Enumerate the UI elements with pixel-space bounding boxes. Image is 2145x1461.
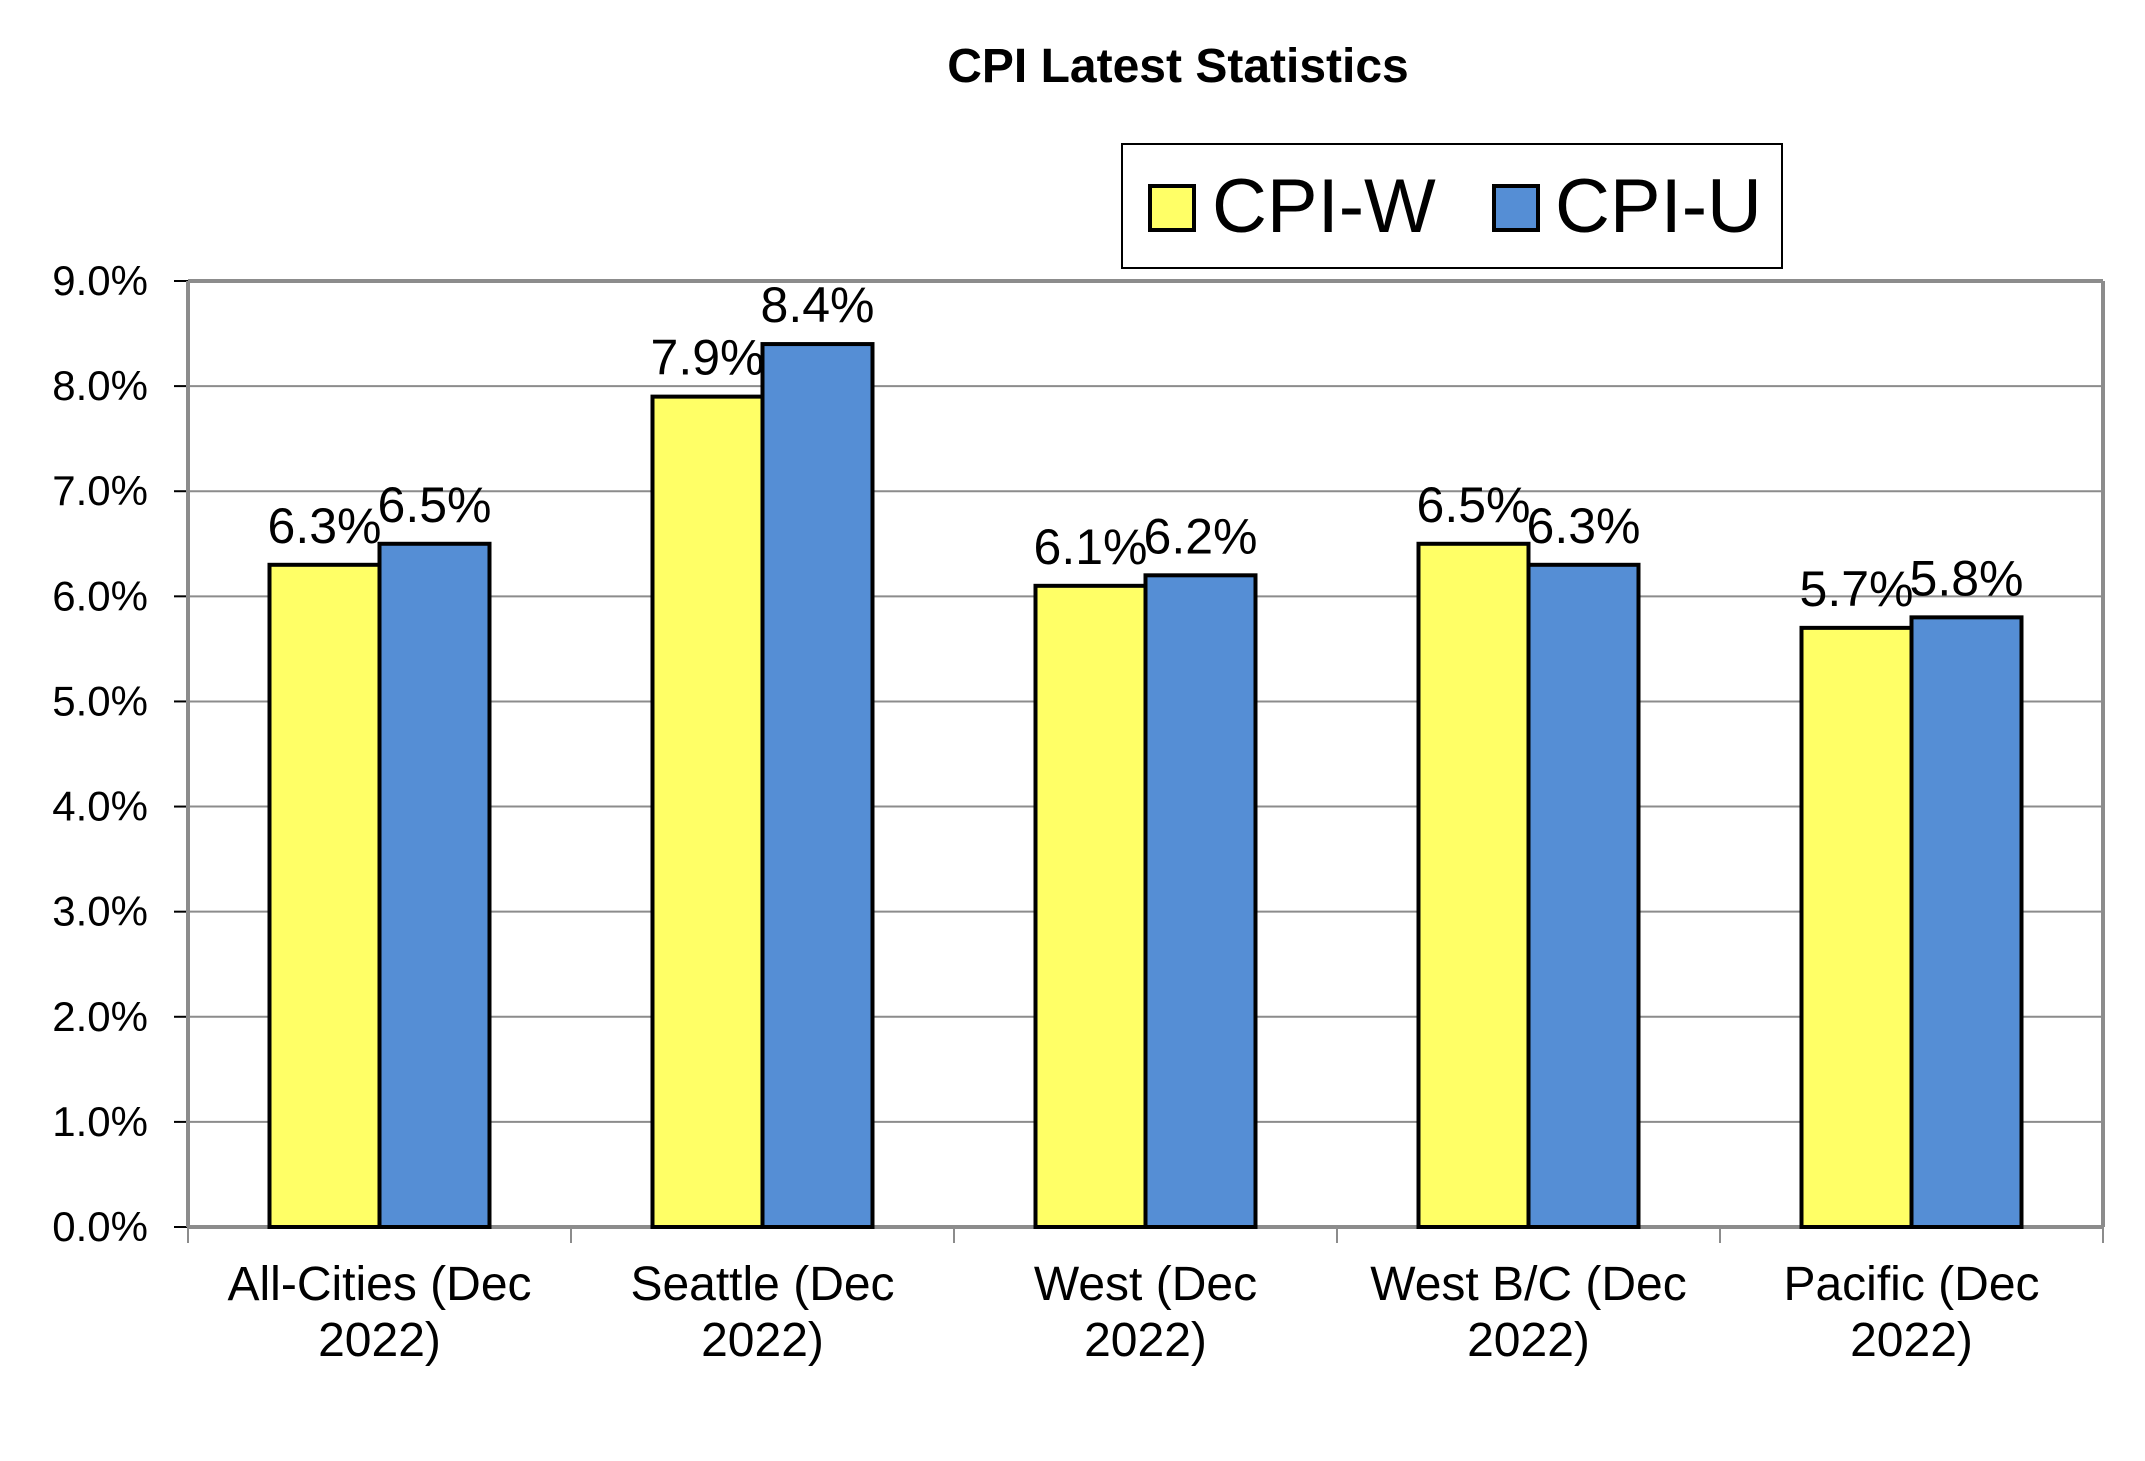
legend-box	[1121, 143, 1783, 269]
bar-cpi-w	[1799, 625, 1914, 1229]
x-category-label: All-Cities (Dec	[227, 1258, 531, 1311]
data-label-cpi-w: 7.9%	[651, 330, 765, 386]
chart-title: CPI Latest Statistics	[947, 40, 1408, 93]
y-tick-label: 8.0%	[52, 362, 148, 409]
legend-swatch-cpi-u	[1492, 184, 1540, 232]
plot-area: 0.0% 1.0% 2.0% 3.0% 4.0% 5.0% 6.0% 7.0% 8.0% 9.0%…	[52, 257, 2105, 1367]
bar-cpi-u	[760, 342, 875, 1230]
x-category-label: West (Dec	[1034, 1258, 1257, 1311]
x-category-label: 2022)	[318, 1314, 441, 1367]
x-category-label: 2022)	[1467, 1314, 1590, 1367]
y-tick-label: 5.0%	[52, 677, 148, 724]
y-tick-label: 3.0%	[52, 888, 148, 935]
bar-cpi-u	[1143, 573, 1258, 1229]
bar-cpi-w	[650, 394, 765, 1230]
x-category-label: Pacific (Dec	[1783, 1258, 2039, 1311]
legend: CPI-W CPI-U	[1121, 143, 1783, 269]
legend-swatch-cpi-w	[1148, 184, 1196, 232]
y-tick-label: 1.0%	[52, 1098, 148, 1145]
y-tick-label: 6.0%	[52, 572, 148, 619]
bar-cpi-u	[377, 541, 492, 1229]
y-tick-label: 0.0%	[52, 1203, 148, 1250]
bar-cpi-u	[1909, 615, 2024, 1229]
x-category-label: 2022)	[701, 1314, 824, 1367]
y-tick-label: 7.0%	[52, 467, 148, 514]
data-label-cpi-u: 5.8%	[1910, 550, 2024, 606]
bar-cpi-u	[1526, 562, 1641, 1229]
data-label-cpi-u: 8.4%	[761, 277, 875, 333]
data-label-cpi-u: 6.2%	[1144, 508, 1258, 564]
y-tick-label: 2.0%	[52, 993, 148, 1040]
bar-cpi-w	[267, 562, 382, 1229]
y-tick-label: 4.0%	[52, 783, 148, 830]
x-category-label: 2022)	[1084, 1314, 1207, 1367]
data-label-cpi-w: 6.3%	[268, 498, 382, 554]
data-label-cpi-u: 6.3%	[1527, 498, 1641, 554]
legend-label-cpi-w: CPI-W	[1212, 164, 1436, 249]
y-tick-label: 9.0%	[52, 257, 148, 304]
data-label-cpi-w: 6.1%	[1034, 519, 1148, 575]
legend-label-cpi-u: CPI-U	[1555, 164, 1762, 249]
bar-cpi-w	[1416, 541, 1531, 1229]
x-category-label: West B/C (Dec	[1370, 1258, 1687, 1311]
data-label-cpi-u: 6.5%	[378, 477, 492, 533]
x-category-label: 2022)	[1850, 1314, 1973, 1367]
data-label-cpi-w: 6.5%	[1417, 477, 1531, 533]
data-label-cpi-w: 5.7%	[1800, 561, 1914, 617]
x-category-label: Seattle (Dec	[630, 1258, 894, 1311]
bar-cpi-w	[1033, 583, 1148, 1229]
